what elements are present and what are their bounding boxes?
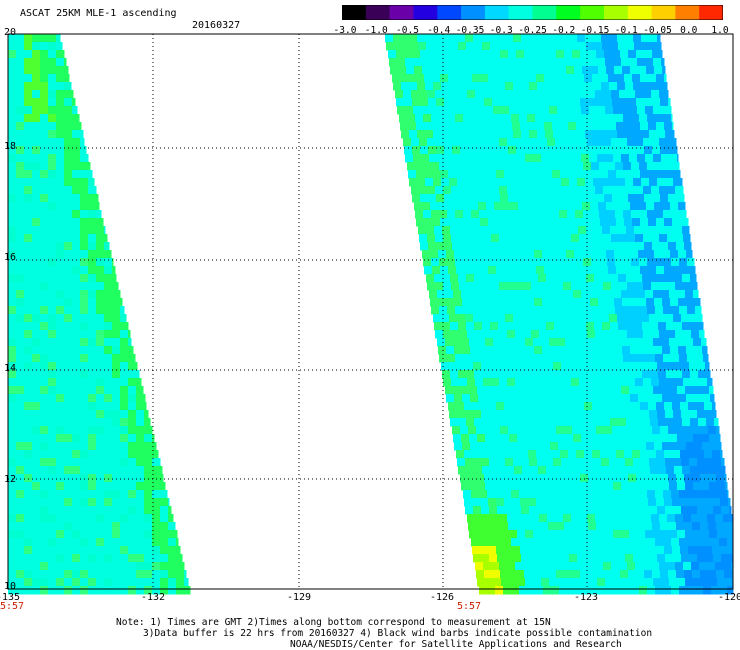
swath-right: [385, 34, 734, 595]
lon-label-132: -132: [141, 592, 166, 603]
colorbar-segment: [508, 5, 534, 20]
colorbar-segment: [437, 5, 462, 20]
colorbar-tick-label: 0.0: [680, 25, 698, 36]
colorbar-tick-label: -0.5: [396, 25, 419, 36]
colorbar-tick-label: -0.05: [643, 25, 672, 36]
map-date: 20160327: [192, 20, 241, 31]
colorbar-tick-label: -0.1: [614, 25, 638, 36]
lat-label-18: 18: [4, 141, 17, 152]
colorbar-segment: [580, 5, 605, 20]
colorbar-tick-label: -3.0: [333, 25, 357, 36]
map-title: ASCAT 25KM MLE-1 ascending: [20, 8, 177, 19]
lon-label-123: -123: [574, 592, 599, 603]
colorbar-segment: [532, 5, 557, 20]
note-line-2: 3)Data buffer is 22 hrs from 20160327 4)…: [143, 628, 653, 639]
lat-label-12: 12: [4, 474, 17, 485]
note-line-3: NOAA/NESDIS/Center for Satellite Applica…: [290, 639, 622, 650]
lat-label-20: 20: [4, 27, 17, 38]
colorbar-segment: [484, 5, 510, 20]
colorbar-tick-label: -1.0: [364, 25, 388, 36]
plot-frame: [7, 33, 734, 590]
colorbar-segment: [413, 5, 438, 20]
time-label-right: 5:57: [457, 601, 482, 612]
lon-label-120: -120: [718, 592, 740, 603]
colorbar-segment: [342, 5, 367, 20]
note-line-1: Note: 1) Times are GMT 2)Times along bot…: [116, 617, 551, 628]
colorbar-segment: [461, 5, 486, 20]
colorbar-segment: [556, 5, 581, 20]
time-label-left: 5:57: [0, 601, 25, 612]
lat-label-10: 10: [4, 581, 17, 592]
lon-label-129: -129: [287, 592, 312, 603]
swath-left: [8, 34, 191, 595]
colorbar-segment: [675, 5, 700, 20]
colorbar: [342, 5, 723, 20]
colorbar-segment: [389, 5, 415, 20]
colorbar-segment: [603, 5, 629, 20]
colorbar-segment: [627, 5, 653, 20]
colorbar-tick-label: -0.3: [489, 25, 513, 36]
colorbar-tick-label: -0.35: [455, 25, 485, 36]
colorbar-segment: [365, 5, 391, 20]
lon-label-135: -135: [0, 592, 21, 603]
colorbar-tick-label: 1.0: [711, 25, 729, 36]
colorbar-tick-label: -0.15: [580, 25, 610, 36]
lon-label-126: -126: [430, 592, 455, 603]
colorbar-tick-label: -0.2: [552, 25, 576, 36]
colorbar-segment: [651, 5, 676, 20]
colorbar-segment: [699, 5, 723, 20]
grid-lines: [8, 34, 733, 589]
colorbar-tick-label: -0.25: [518, 25, 547, 36]
colorbar-tick-label: -0.4: [427, 25, 451, 36]
lat-label-14: 14: [4, 363, 17, 374]
lat-label-16: 16: [4, 252, 17, 263]
